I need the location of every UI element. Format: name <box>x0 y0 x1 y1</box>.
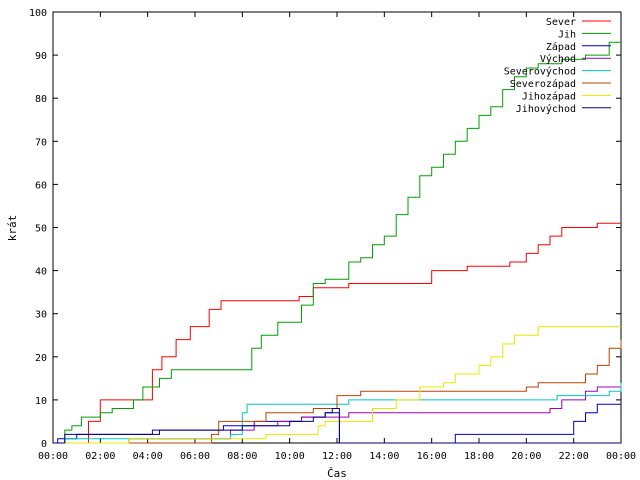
y-tick-label: 20 <box>35 353 47 364</box>
x-tick-label: 14:00 <box>369 451 399 462</box>
series-line-6 <box>53 326 621 444</box>
axis-ticks: 0 10 20 30 40 50 60 70 80 90 100 00:00 02:00 04:00 06:… <box>29 8 636 462</box>
x-tick-label: 12:00 <box>322 451 352 462</box>
x-tick-label: 16:00 <box>417 451 447 462</box>
y-tick-label: 10 <box>35 396 47 407</box>
series-line-2 <box>53 403 621 444</box>
x-tick-label: 00:00 <box>606 451 636 462</box>
legend-entry-label: Západ <box>546 41 576 53</box>
y-tick-label: 0 <box>41 439 47 450</box>
x-tick-label: 22:00 <box>559 451 589 462</box>
y-axis-label: krát <box>6 215 19 242</box>
y-tick-label: 70 <box>35 137 47 148</box>
y-tick-label: 40 <box>35 267 47 278</box>
x-tick-label: 00:00 <box>38 451 68 462</box>
series-line-7 <box>53 408 621 444</box>
x-tick-label: 08:00 <box>227 451 257 462</box>
x-tick-label: 10:00 <box>275 451 305 462</box>
legend-entry-label: Severozápad <box>510 78 576 90</box>
y-tick-label: 60 <box>35 180 47 191</box>
y-tick-label: 100 <box>29 8 47 19</box>
legend-entry-label: Východ <box>540 53 576 65</box>
legend-entry-label: Jihozápad <box>522 90 576 102</box>
y-tick-label: 50 <box>35 224 47 235</box>
x-axis-label: Čas <box>327 467 347 480</box>
y-tick-label: 80 <box>35 94 47 105</box>
x-tick-label: 04:00 <box>133 451 163 462</box>
legend-entry-label: Jihovýchod <box>516 103 576 115</box>
legend: SeverJihZápadVýchodSeverovýchodSeverozáp… <box>504 17 611 115</box>
series-line-1 <box>53 41 621 444</box>
x-tick-label: 06:00 <box>180 451 210 462</box>
series-line-5 <box>53 339 622 444</box>
x-tick-label: 02:00 <box>85 451 115 462</box>
legend-entry-label: Jih <box>558 29 576 40</box>
y-tick-label: 90 <box>35 51 47 62</box>
series-lines <box>53 41 622 444</box>
legend-entry-label: Sever <box>546 17 576 28</box>
x-tick-label: 20:00 <box>511 451 541 462</box>
legend-entry-label: Severovýchod <box>504 66 576 78</box>
x-tick-label: 18:00 <box>464 451 494 462</box>
series-line-0 <box>53 222 621 444</box>
y-tick-label: 30 <box>35 310 47 321</box>
